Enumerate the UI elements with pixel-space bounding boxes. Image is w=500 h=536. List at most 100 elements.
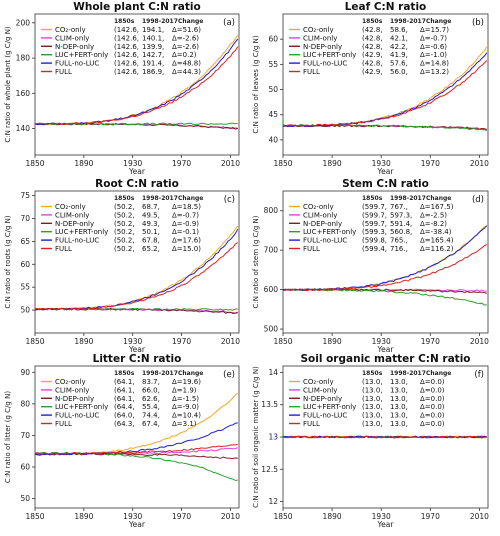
legend-stat: 42.1, — [390, 34, 408, 42]
legend-stat: Δ=-0.7) — [420, 34, 447, 42]
y-tick-label: 12 — [268, 497, 278, 506]
y-tick-label: 13 — [268, 433, 278, 442]
legend-stat: Δ=0.0) — [420, 386, 445, 394]
x-tick-label: 2010 — [221, 159, 240, 168]
legend-stat: Δ=165.4) — [420, 237, 454, 245]
legend-column-header: Change — [426, 195, 451, 202]
series-group — [283, 435, 487, 439]
legend-stat: 191.4, — [142, 60, 164, 68]
legend-stat: 13.0, — [390, 386, 408, 394]
legend-stat: (64.1, — [114, 378, 135, 386]
x-tick-label: 1970 — [421, 512, 440, 521]
y-tick-label: 80 — [20, 399, 30, 408]
x-tick-label: 1890 — [323, 512, 342, 521]
y-tick-label: 60 — [268, 35, 278, 44]
legend-stat: 13.0, — [390, 395, 408, 403]
plot-frame — [282, 13, 489, 156]
legend-stat: Δ=19.6) — [172, 378, 201, 386]
legend-stat: (599.8, — [362, 237, 387, 245]
legend-stat: (599.7, — [362, 211, 387, 219]
y-tick-label: 55 — [268, 60, 278, 69]
legend-column-header: 1850s — [362, 195, 383, 202]
legend-stat: Δ=0.0) — [420, 412, 445, 420]
series-line-5 — [35, 443, 238, 455]
series-line-5 — [35, 242, 239, 311]
legend-series-name: CLIM-only — [303, 211, 337, 219]
plot-frame — [34, 190, 240, 334]
series-line-4 — [35, 422, 238, 456]
legend-series-name: CLIM-only — [303, 386, 337, 394]
legend-series-name: LUC+FERT-only — [303, 228, 356, 236]
legend-stat: (64.3, — [114, 420, 135, 428]
series-line-3 — [35, 451, 238, 481]
legend-stat: 50.1, — [142, 228, 160, 236]
legend-column-header: 1998-2017 — [142, 18, 178, 25]
x-tick-label: 1970 — [172, 337, 191, 346]
legend-stat: (142.6, — [114, 34, 139, 42]
legend-stat: (142.6, — [114, 26, 139, 34]
legend-stat: 83.7, — [142, 378, 160, 386]
legend-stat: Δ=-1.5) — [172, 395, 199, 403]
legend-series-name: LUC+FERT-only — [55, 403, 108, 411]
legend-stat: (42.9, — [362, 51, 383, 59]
legend-column-header: Change — [426, 18, 451, 25]
y-tick-label: 70 — [20, 431, 30, 440]
legend-series-name: FULL-no-LUC — [303, 237, 347, 245]
y-tick-label: 13.5 — [261, 400, 278, 409]
x-tick-label: 1850 — [273, 337, 292, 346]
legend-stat: Δ=-38.4) — [420, 228, 452, 236]
panel-title: Leaf C:N ratio — [345, 1, 427, 13]
legend-series-name: CO₂-only — [303, 26, 334, 34]
legend-stat: (50.2, — [114, 220, 135, 228]
y-tick-label: 500 — [264, 325, 279, 334]
legend-stat: 58.6, — [390, 26, 408, 34]
series-line-5 — [283, 435, 487, 439]
y-tick-label: 140 — [16, 124, 31, 133]
legend-stat: 597.3, — [390, 211, 412, 219]
y-axis-label: C:N ratio of leaves (g C/g N) — [252, 35, 260, 133]
legend-column-header: 1850s — [362, 18, 383, 25]
legend-stat: 74.4, — [142, 412, 160, 420]
legend-series-name: CLIM-only — [303, 34, 337, 42]
series-group — [283, 225, 488, 306]
legend-stat: Δ=0.0) — [420, 403, 445, 411]
legend-stat: 139.9, — [142, 43, 164, 51]
legend-stat: Δ=0.0) — [420, 395, 445, 403]
legend-stat: 62.6, — [142, 395, 160, 403]
legend-stat: (42.8, — [362, 60, 383, 68]
panel-f: Soil organic matter C:N ratio 12 12.5 13 13.… — [252, 353, 489, 529]
legend-stat: Δ=1.9) — [172, 386, 197, 394]
legend-stat: (50.2, — [114, 203, 135, 211]
legend-stat: (13.0, — [362, 378, 383, 386]
panel-c: Root C:N ratio 50 55 60 65 70 75 1850 1890 1930 19… — [4, 178, 240, 354]
legend-stat: (42.8, — [362, 43, 383, 51]
legend-column-header: 1998-2017 — [142, 370, 178, 377]
legend-stat: Δ=48.8) — [172, 60, 201, 68]
legend-stat: 57.6, — [390, 60, 408, 68]
legend-series-name: FULL-no-LUC — [55, 412, 99, 420]
x-tick-label: 1850 — [273, 159, 292, 168]
legend-stat: Δ=10.4) — [172, 412, 201, 420]
x-axis-label: Year — [377, 167, 395, 176]
legend-series-name: N-DEP-only — [55, 43, 94, 51]
y-tick-label: 60 — [20, 260, 30, 269]
legend-stat: Δ=-0.7) — [172, 211, 199, 219]
legend-stat: (142.6, — [114, 60, 139, 68]
legend-stat: Δ=0.2) — [172, 51, 197, 59]
x-tick-label: 1890 — [323, 159, 342, 168]
legend-series-name: CO₂-only — [303, 378, 334, 386]
legend-stat: Δ=167.5) — [420, 203, 454, 211]
legend-stat: 13.0, — [390, 378, 408, 386]
panel-letter: (f) — [474, 370, 484, 380]
y-tick-label: 200 — [16, 18, 31, 27]
panel-letter: (a) — [223, 18, 235, 28]
legend-series-name: FULL-no-LUC — [303, 60, 347, 68]
legend-stat: (64.0, — [114, 412, 135, 420]
x-tick-label: 1970 — [421, 337, 440, 346]
y-tick-label: 50 — [20, 494, 30, 503]
legend-stat: Δ=13.2) — [420, 68, 449, 76]
plot-frame — [282, 190, 489, 334]
legend-series-name: LUC+FERT-only — [55, 51, 108, 59]
legend-column-header: 1850s — [114, 370, 135, 377]
